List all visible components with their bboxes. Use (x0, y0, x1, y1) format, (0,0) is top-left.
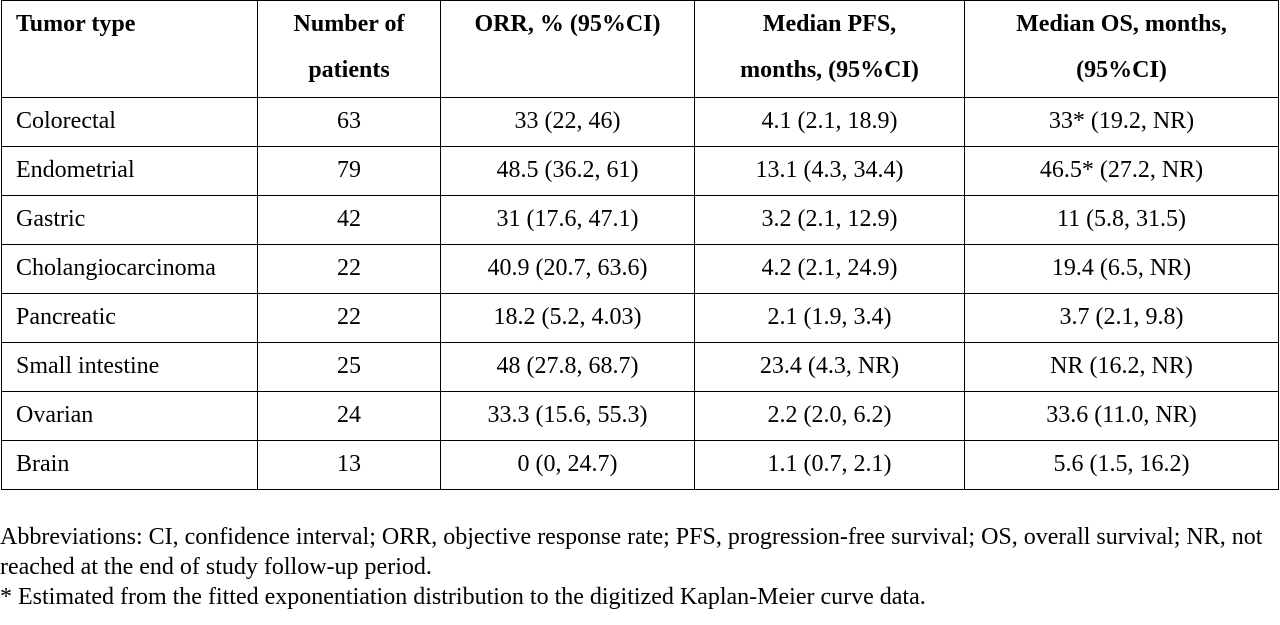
cell-tumor-type: Brain (1, 440, 258, 490)
cell-orr: 48.5 (36.2, 61) (440, 146, 695, 196)
cell-median-pfs: 23.4 (4.3, NR) (694, 342, 965, 392)
cell-median-pfs: 3.2 (2.1, 12.9) (694, 195, 965, 245)
cell-median-os: NR (16.2, NR) (964, 342, 1279, 392)
cell-tumor-type: Colorectal (1, 97, 258, 147)
cell-median-os: 33.6 (11.0, NR) (964, 391, 1279, 441)
header-number-of-patients-line-1: Number of (293, 11, 405, 37)
cell-median-pfs: 4.2 (2.1, 24.9) (694, 244, 965, 294)
cell-tumor-type: Cholangiocarcinoma (1, 244, 258, 294)
cell-orr: 0 (0, 24.7) (440, 440, 695, 490)
cell-number-of-patients: 24 (257, 391, 441, 441)
cell-orr: 48 (27.8, 68.7) (440, 342, 695, 392)
cell-orr: 40.9 (20.7, 63.6) (440, 244, 695, 294)
table-row: Gastric 42 31 (17.6, 47.1) 3.2 (2.1, 12.… (1, 195, 1279, 245)
cell-tumor-type: Small intestine (1, 342, 258, 392)
table-header: Tumor type Number of patients ORR, % (95… (1, 0, 1279, 98)
header-orr-line-1: ORR, % (95%CI) (474, 11, 661, 37)
cell-number-of-patients: 63 (257, 97, 441, 147)
header-row: Tumor type Number of patients ORR, % (95… (1, 0, 1279, 98)
table-row: Ovarian 24 33.3 (15.6, 55.3) 2.2 (2.0, 6… (1, 391, 1279, 441)
table-row: Pancreatic 22 18.2 (5.2, 4.03) 2.1 (1.9,… (1, 293, 1279, 343)
cell-median-os: 33* (19.2, NR) (964, 97, 1279, 147)
cell-median-os: 11 (5.8, 31.5) (964, 195, 1279, 245)
table-body: Colorectal 63 33 (22, 46) 4.1 (2.1, 18.9… (1, 97, 1279, 490)
header-number-of-patients: Number of patients (257, 0, 441, 98)
cell-number-of-patients: 42 (257, 195, 441, 245)
cell-median-os: 5.6 (1.5, 16.2) (964, 440, 1279, 490)
header-tumor-type-line-1: Tumor type (16, 11, 136, 37)
cell-number-of-patients: 22 (257, 293, 441, 343)
cell-orr: 33.3 (15.6, 55.3) (440, 391, 695, 441)
cell-median-os: 3.7 (2.1, 9.8) (964, 293, 1279, 343)
cell-median-pfs: 13.1 (4.3, 34.4) (694, 146, 965, 196)
header-median-os-line-2: (95%CI) (1076, 57, 1167, 83)
table-row: Cholangiocarcinoma 22 40.9 (20.7, 63.6) … (1, 244, 1279, 294)
cell-number-of-patients: 13 (257, 440, 441, 490)
cell-orr: 18.2 (5.2, 4.03) (440, 293, 695, 343)
cell-median-pfs: 4.1 (2.1, 18.9) (694, 97, 965, 147)
header-tumor-type: Tumor type (1, 0, 258, 98)
table-footnotes: Abbreviations: CI, confidence interval; … (0, 522, 1280, 612)
header-median-os: Median OS, months, (95%CI) (964, 0, 1279, 98)
header-median-os-line-1: Median OS, months, (1016, 11, 1227, 37)
cell-number-of-patients: 22 (257, 244, 441, 294)
cell-number-of-patients: 25 (257, 342, 441, 392)
cell-number-of-patients: 79 (257, 146, 441, 196)
table-row: Brain 13 0 (0, 24.7) 1.1 (0.7, 2.1) 5.6 … (1, 440, 1279, 490)
header-number-of-patients-line-2: patients (308, 57, 390, 83)
header-median-pfs-line-2: months, (95%CI) (740, 57, 919, 83)
cell-tumor-type: Gastric (1, 195, 258, 245)
cell-median-pfs: 2.2 (2.0, 6.2) (694, 391, 965, 441)
header-orr: ORR, % (95%CI) (440, 0, 695, 98)
cell-median-pfs: 2.1 (1.9, 3.4) (694, 293, 965, 343)
cell-median-os: 46.5* (27.2, NR) (964, 146, 1279, 196)
table-row: Colorectal 63 33 (22, 46) 4.1 (2.1, 18.9… (1, 97, 1279, 147)
table-row: Small intestine 25 48 (27.8, 68.7) 23.4 … (1, 342, 1279, 392)
cell-median-os: 19.4 (6.5, NR) (964, 244, 1279, 294)
header-median-pfs-line-1: Median PFS, (762, 11, 897, 37)
cell-orr: 31 (17.6, 47.1) (440, 195, 695, 245)
results-table: Tumor type Number of patients ORR, % (95… (1, 0, 1279, 490)
cell-orr: 33 (22, 46) (440, 97, 695, 147)
cell-median-pfs: 1.1 (0.7, 2.1) (694, 440, 965, 490)
header-median-pfs: Median PFS, months, (95%CI) (694, 0, 965, 98)
asterisk-note: * Estimated from the fitted exponentiati… (0, 584, 926, 610)
cell-tumor-type: Pancreatic (1, 293, 258, 343)
cell-tumor-type: Endometrial (1, 146, 258, 196)
abbreviations-note: Abbreviations: CI, confidence interval; … (0, 524, 1263, 580)
cell-tumor-type: Ovarian (1, 391, 258, 441)
table-row: Endometrial 79 48.5 (36.2, 61) 13.1 (4.3… (1, 146, 1279, 196)
